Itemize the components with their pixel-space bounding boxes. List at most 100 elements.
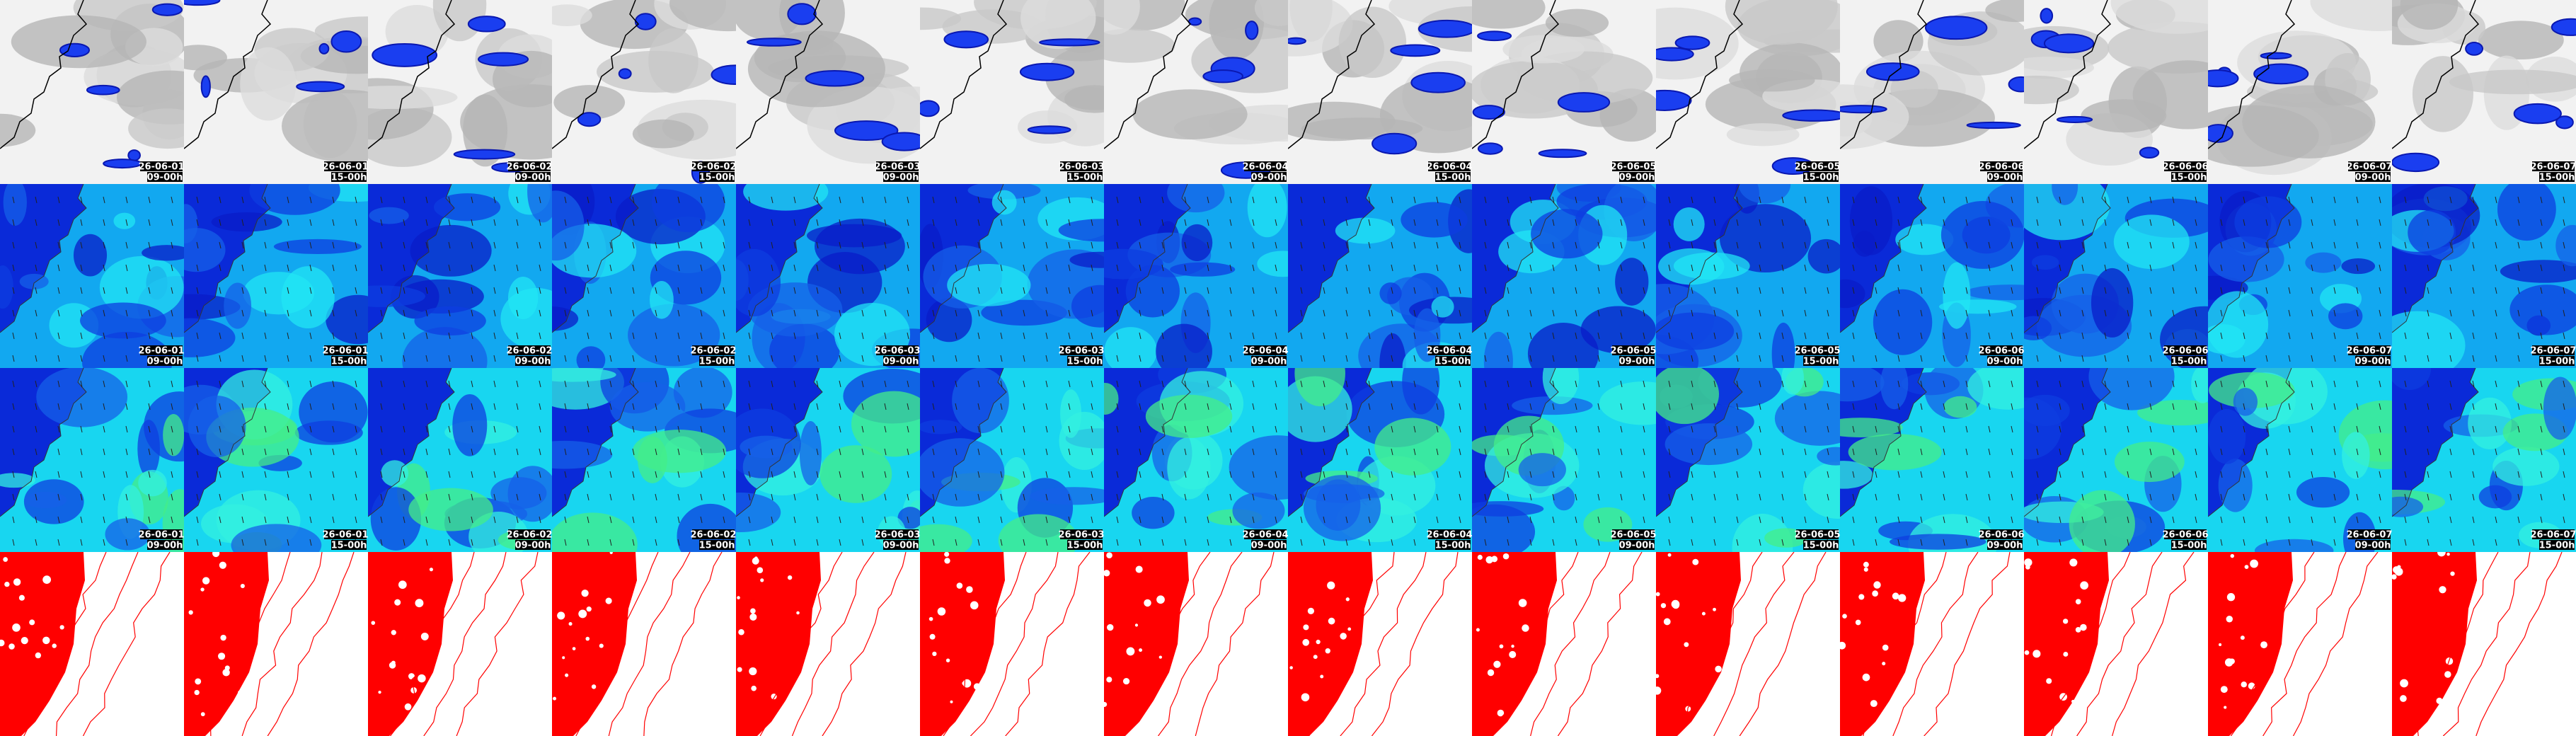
- rain-area: [2008, 76, 2024, 93]
- wind-arrow: [1965, 309, 1968, 317]
- wind-arrow: [12, 403, 15, 410]
- contour-gap: [1692, 558, 1699, 565]
- wind-arrow: [1000, 380, 1003, 388]
- time-label-box: [1435, 540, 1471, 550]
- date-label: 26-06-05: [1794, 162, 1840, 173]
- date-label-box: [1060, 529, 1103, 539]
- wind-arrow: [1368, 516, 1371, 524]
- wind-arrow: [2036, 264, 2039, 272]
- wind-arrow: [1391, 287, 1393, 294]
- wind-arrow: [1000, 403, 1003, 410]
- wind-arrow: [103, 403, 105, 410]
- wind-arrow: [1943, 471, 1945, 478]
- field-area: [998, 514, 1079, 552]
- wind-arrow: [287, 196, 289, 204]
- contour-gap: [962, 679, 972, 688]
- contour-gap: [2226, 593, 2236, 602]
- field-area: [184, 204, 198, 243]
- time-label-box: [1067, 356, 1103, 366]
- time-label: 15-00h: [1435, 357, 1471, 367]
- wind-arrow: [2127, 196, 2129, 204]
- wind-arrow: [1965, 493, 1968, 501]
- coastline: [1840, 368, 1927, 517]
- wind-arrow: [2243, 471, 2246, 478]
- wind-arrow: [57, 493, 60, 501]
- wind-arrow: [80, 219, 83, 226]
- wind-arrow: [1897, 380, 1900, 388]
- wind-arrow: [2172, 425, 2175, 433]
- wind-arrow: [1045, 264, 1048, 272]
- rain-area: [86, 84, 120, 96]
- wind-arrow: [2311, 264, 2313, 272]
- wind-arrow: [2517, 471, 2520, 478]
- wind-arrow: [955, 425, 958, 433]
- wind-arrow: [2288, 219, 2291, 226]
- wind-arrow: [839, 219, 841, 226]
- wind-arrow: [2288, 539, 2291, 546]
- wind-arrow: [1000, 448, 1003, 456]
- field-area: [433, 193, 501, 222]
- wind-arrow: [1045, 309, 1048, 317]
- wind-arrow: [1875, 403, 1878, 410]
- wind-arrow: [1275, 332, 1277, 340]
- wind-arrow: [632, 332, 635, 340]
- date-label: 26-06-05: [1610, 530, 1656, 541]
- wind-arrow: [2220, 471, 2223, 478]
- wind-arrow: [1713, 493, 1716, 501]
- field-area: [224, 282, 252, 329]
- wind-arrow: [861, 539, 864, 546]
- wind-arrow: [1300, 264, 1303, 272]
- wind-arrow: [148, 309, 151, 317]
- wind-arrow: [1023, 380, 1025, 388]
- wind-arrow: [1713, 196, 1716, 204]
- wind-arrow: [1943, 425, 1945, 433]
- wind-arrow: [1804, 219, 1807, 226]
- wind-arrow: [609, 264, 612, 272]
- wind-arrow: [2127, 516, 2129, 524]
- wind-arrow: [816, 287, 819, 294]
- wind-arrow: [57, 425, 60, 433]
- contour-gap: [1660, 603, 1667, 609]
- wind-arrow: [1207, 380, 1209, 388]
- coastline: [2392, 368, 2479, 517]
- wind-arrow: [103, 241, 105, 249]
- coastline: [1104, 184, 1191, 333]
- wind-arrow: [884, 264, 887, 272]
- wind-arrow: [1875, 287, 1878, 294]
- wind-arrow: [907, 264, 909, 272]
- wind-arrow: [493, 219, 496, 226]
- wind-arrow: [1323, 241, 1326, 249]
- wind-arrow: [2059, 493, 2062, 501]
- wind-arrow: [1116, 196, 1119, 204]
- wind-arrow: [241, 355, 244, 362]
- date-label: 26-06-01: [138, 530, 184, 541]
- wind-arrow: [2495, 196, 2497, 204]
- wind-arrow: [793, 264, 796, 272]
- contour-line: [1675, 552, 1763, 736]
- wind-arrow: [171, 425, 173, 433]
- rain-area: [2260, 52, 2292, 59]
- wind-arrow: [1643, 332, 1645, 340]
- wind-arrow: [1781, 332, 1784, 340]
- wind-arrow: [2517, 516, 2520, 524]
- wind-arrow: [2011, 380, 2013, 388]
- wind-arrow: [1068, 287, 1071, 294]
- contour-line: [267, 552, 355, 736]
- coastal-contours: [920, 552, 1005, 736]
- field-area: [920, 524, 972, 552]
- wind-arrow: [1529, 493, 1532, 501]
- wind-arrow: [955, 471, 958, 478]
- wind-arrow: [700, 241, 703, 249]
- wind-arrow: [1323, 309, 1326, 317]
- wind-arrow: [1345, 287, 1348, 294]
- wind-arrow: [1413, 264, 1416, 272]
- field-area: [552, 440, 613, 469]
- wind-arrow: [1184, 309, 1187, 317]
- wind-arrow: [977, 196, 980, 204]
- map-tile: [2024, 552, 2208, 736]
- time-label: 15-00h: [1067, 173, 1103, 183]
- wind-arrow: [677, 241, 680, 249]
- wind-arrow: [355, 332, 357, 340]
- wind-arrow: [196, 516, 199, 524]
